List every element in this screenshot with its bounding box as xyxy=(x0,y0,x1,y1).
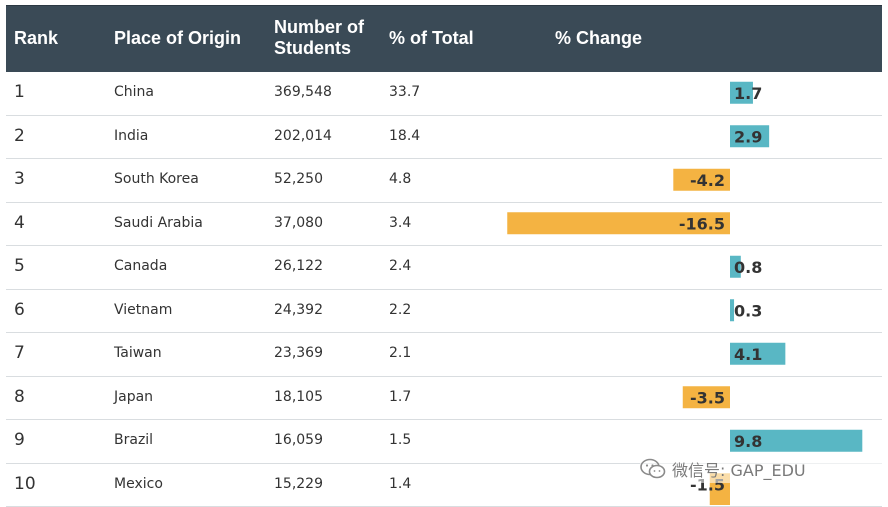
header-number-of-students: Number of Students xyxy=(274,17,364,59)
cell-place: Vietnam xyxy=(114,289,172,332)
table-row: 2 India 202,014 18.4 xyxy=(6,115,882,160)
cell-place: Taiwan xyxy=(114,332,162,375)
header-percent-change: % Change xyxy=(555,28,642,49)
cell-rank: 7 xyxy=(14,332,25,375)
cell-pct-total: 2.4 xyxy=(389,245,411,288)
cell-students: 15,229 xyxy=(274,463,323,506)
cell-students: 16,059 xyxy=(274,419,323,462)
cell-students: 18,105 xyxy=(274,376,323,419)
cell-place: China xyxy=(114,71,154,114)
cell-pct-total: 4.8 xyxy=(389,158,411,201)
cell-place: India xyxy=(114,115,148,158)
cell-pct-total: 18.4 xyxy=(389,115,420,158)
cell-rank: 8 xyxy=(14,376,25,419)
cell-students: 369,548 xyxy=(274,71,332,114)
table-row: 8 Japan 18,105 1.7 xyxy=(6,376,882,421)
table-row: 5 Canada 26,122 2.4 xyxy=(6,245,882,290)
cell-pct-total: 1.5 xyxy=(389,419,411,462)
header-rank: Rank xyxy=(14,28,58,49)
cell-place: Brazil xyxy=(114,419,153,462)
cell-place: Mexico xyxy=(114,463,163,506)
cell-students: 52,250 xyxy=(274,158,323,201)
header-percent-of-total: % of Total xyxy=(389,28,474,49)
cell-pct-total: 3.4 xyxy=(389,202,411,245)
cell-rank: 3 xyxy=(14,158,25,201)
cell-students: 37,080 xyxy=(274,202,323,245)
table-row: 1 China 369,548 33.7 xyxy=(6,71,882,116)
table-row: 7 Taiwan 23,369 2.1 xyxy=(6,332,882,377)
cell-pct-total: 33.7 xyxy=(389,71,420,114)
watermark-text: 微信号: GAP_EDU xyxy=(672,457,806,481)
cell-pct-total: 1.7 xyxy=(389,376,411,419)
cell-rank: 4 xyxy=(14,202,25,245)
cell-place: Japan xyxy=(114,376,153,419)
watermark: 微信号: GAP_EDU xyxy=(640,455,884,483)
table-row: 4 Saudi Arabia 37,080 3.4 xyxy=(6,202,882,247)
cell-rank: 9 xyxy=(14,419,25,462)
table-row: 3 South Korea 52,250 4.8 xyxy=(6,158,882,203)
cell-rank: 10 xyxy=(14,463,36,506)
cell-pct-total: 2.2 xyxy=(389,289,411,332)
cell-place: Saudi Arabia xyxy=(114,202,203,245)
table-row: 6 Vietnam 24,392 2.2 xyxy=(6,289,882,334)
cell-place: South Korea xyxy=(114,158,199,201)
cell-rank: 2 xyxy=(14,115,25,158)
cell-rank: 1 xyxy=(14,71,25,114)
table-header: Rank Place of Origin Number of Students … xyxy=(6,5,882,72)
cell-rank: 6 xyxy=(14,289,25,332)
cell-students: 26,122 xyxy=(274,245,323,288)
cell-students: 202,014 xyxy=(274,115,332,158)
cell-place: Canada xyxy=(114,245,167,288)
cell-students: 23,369 xyxy=(274,332,323,375)
wechat-icon xyxy=(640,458,666,480)
header-place-of-origin: Place of Origin xyxy=(114,28,241,49)
cell-pct-total: 2.1 xyxy=(389,332,411,375)
cell-students: 24,392 xyxy=(274,289,323,332)
cell-pct-total: 1.4 xyxy=(389,463,411,506)
cell-rank: 5 xyxy=(14,245,25,288)
